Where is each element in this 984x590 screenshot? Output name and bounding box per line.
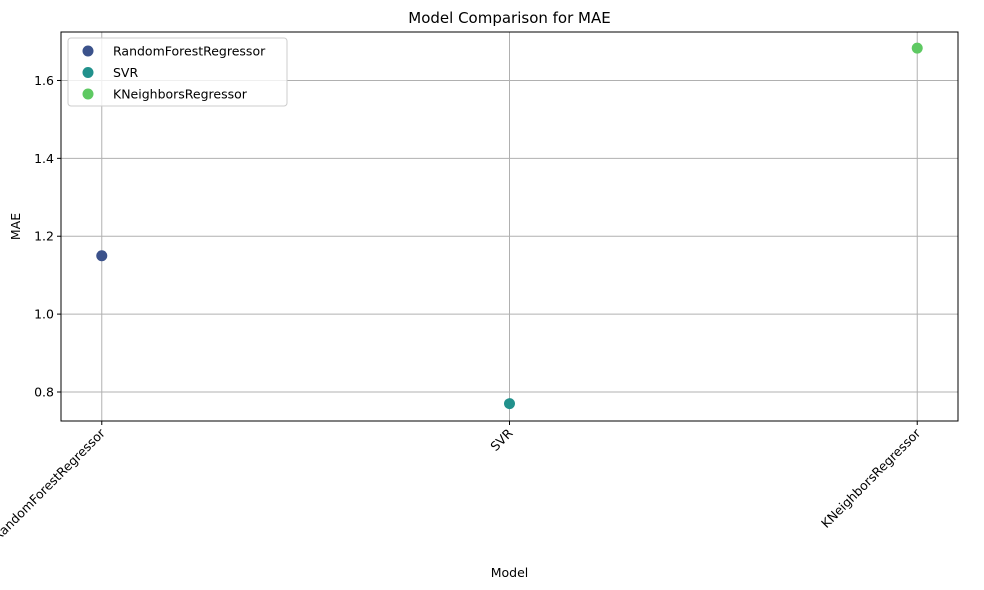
- legend-marker: [82, 67, 94, 78]
- x-axis-label: Model: [491, 565, 529, 580]
- y-tick-label: 1.2: [34, 229, 54, 244]
- legend-label: SVR: [113, 65, 138, 80]
- legend-label: RandomForestRegressor: [113, 44, 266, 59]
- legend: RandomForestRegressor SVR KNeighborsRegres…: [67, 37, 288, 107]
- chart-title: Model Comparison for MAE: [408, 9, 610, 27]
- y-tick-label: 1.6: [34, 73, 54, 88]
- y-tick-label: 0.8: [34, 384, 54, 399]
- y-tick-label: 1.0: [34, 307, 54, 322]
- data-point: [504, 398, 515, 410]
- legend-marker: [82, 88, 94, 100]
- data-point: [911, 42, 923, 54]
- data-points: [96, 42, 923, 410]
- legend-frame: [67, 37, 288, 107]
- data-point: [96, 250, 108, 262]
- y-tick-label: 1.4: [34, 151, 54, 166]
- y-axis-label: MAE: [8, 213, 23, 240]
- legend-marker: [82, 45, 94, 57]
- grid: [61, 32, 958, 421]
- legend-label: KNeighborsRegressor: [113, 87, 248, 102]
- y-axis: 0.8 1.0 1.2 1.4 1.6: [34, 73, 61, 399]
